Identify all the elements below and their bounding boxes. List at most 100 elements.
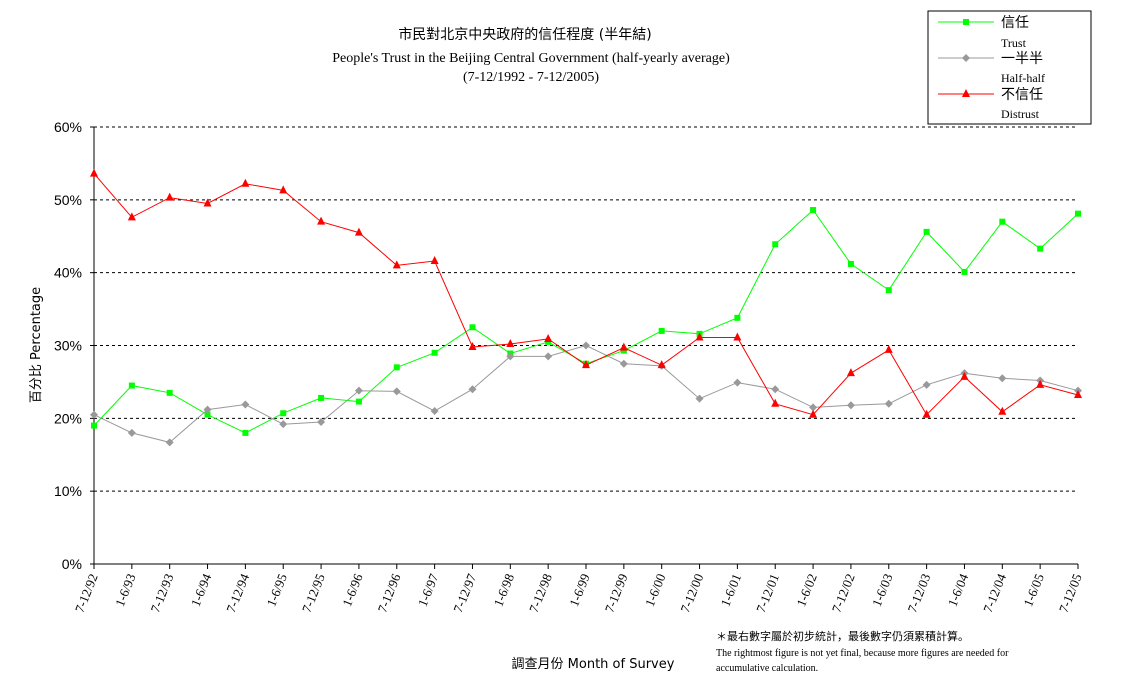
data-point [468,341,477,350]
data-point [922,380,931,389]
legend-distrust-marker [962,89,970,97]
data-point [960,371,969,380]
chart-title: 市民對北京中央政府的信任程度 (半年結) [398,26,651,43]
data-point [127,428,136,437]
x-tick-label: 1-6/03 [869,572,896,609]
y-tick-label: 10% [54,483,82,499]
data-point [1036,379,1045,388]
x-tick-label: 7-12/99 [602,572,631,615]
x-tick-label: 1-6/97 [415,571,442,609]
data-point [771,385,780,394]
data-point [354,227,363,236]
legend-trust-marker [963,19,969,25]
x-tick-label: 7-12/04 [980,571,1009,615]
legend-trust-label-en: Trust [1001,36,1027,50]
data-point [544,352,553,361]
data-point [203,405,212,414]
x-tick-label: 1-6/99 [566,572,593,609]
data-point [733,378,742,387]
data-point [846,368,855,377]
x-tick-label: 1-6/05 [1020,572,1047,609]
x-tick-label: 7-12/95 [299,572,328,615]
data-point [355,398,362,405]
data-point [468,385,477,394]
data-point [734,314,741,321]
x-tick-label: 7-12/05 [1056,572,1085,615]
x-tick-label: 7-12/93 [147,572,176,615]
data-point [810,207,817,214]
data-point [280,410,287,417]
series-line [93,209,1079,434]
data-point [392,260,401,269]
x-tick-label: 1-6/95 [263,572,290,609]
data-point [165,438,174,447]
data-point [203,198,212,207]
data-point [241,178,250,187]
data-point [582,360,590,369]
x-tick-label: 1-6/93 [112,572,139,609]
y-tick-label: 20% [54,410,82,426]
data-point [772,241,779,248]
data-point [733,332,742,341]
data-point [1075,210,1081,217]
data-point [847,260,854,267]
x-tick-label: 1-6/94 [188,571,215,609]
chart-subtitle-period: (7-12/1992 - 7-12/2005) [463,70,599,85]
data-point [998,406,1007,415]
chart-subtitle: People's Trust in the Beijing Central Go… [332,51,730,66]
x-tick-label: 7-12/94 [223,571,252,615]
x-tick-label: 7-12/96 [374,571,403,615]
data-point [127,212,136,221]
data-point [279,185,288,194]
y-axis-label: 百分比 Percentage [29,287,44,403]
data-point [318,394,325,401]
data-point [506,339,515,348]
legend-trust-label: 信任 [1001,15,1029,31]
data-point [771,398,780,407]
series-half-half [90,341,1082,447]
x-tick-label: 1-6/96 [339,571,366,609]
x-tick-label: 1-6/00 [642,572,669,609]
legend-distrust-label-en: Distrust [1001,107,1040,121]
data-point [392,387,401,396]
data-point [695,394,704,403]
data-point [279,420,288,429]
legend-half-label-en: Half-half [1001,71,1045,85]
y-tick-labels: 0% 10% 20% 30% 40% 50% 60% [54,119,82,572]
y-tick-label: 40% [54,265,82,281]
data-point [506,352,515,361]
x-tick-label: 1-6/04 [945,571,972,609]
x-axis-label: 調查月份 Month of Survey [512,657,675,672]
gridlines [94,126,1078,492]
footnote-en-line1: The rightmost figure is not yet final, b… [716,648,1009,659]
x-tick-label: 7-12/92 [72,572,101,615]
footnote-en-line2: accumulative calculation. [716,663,818,674]
x-tick-label: 7-12/00 [677,572,706,615]
data-point [165,192,174,201]
x-tick-label: 7-12/98 [526,572,555,615]
series-trust [91,207,1081,436]
data-point [695,332,704,341]
y-tick-label: 30% [54,338,82,354]
data-point [544,333,553,342]
data-point [846,401,855,410]
legend-distrust-label: 不信任 [1001,87,1043,103]
data-point [961,268,968,275]
legend-half-label: 一半半 [1001,51,1043,67]
x-tick-label: 7-12/97 [450,571,479,615]
data-point [884,344,893,353]
data-point [657,360,666,369]
x-tick-label: 1-6/02 [793,572,820,609]
legend-box [927,10,1092,125]
data-point [923,228,930,235]
data-point [469,324,476,331]
data-point [884,399,893,408]
data-point [431,349,438,356]
data-point [430,256,439,265]
data-point [317,216,326,225]
data-point [354,386,363,395]
data-point [998,374,1007,383]
data-point [430,407,439,416]
data-point [90,410,98,419]
data-point [999,218,1006,225]
